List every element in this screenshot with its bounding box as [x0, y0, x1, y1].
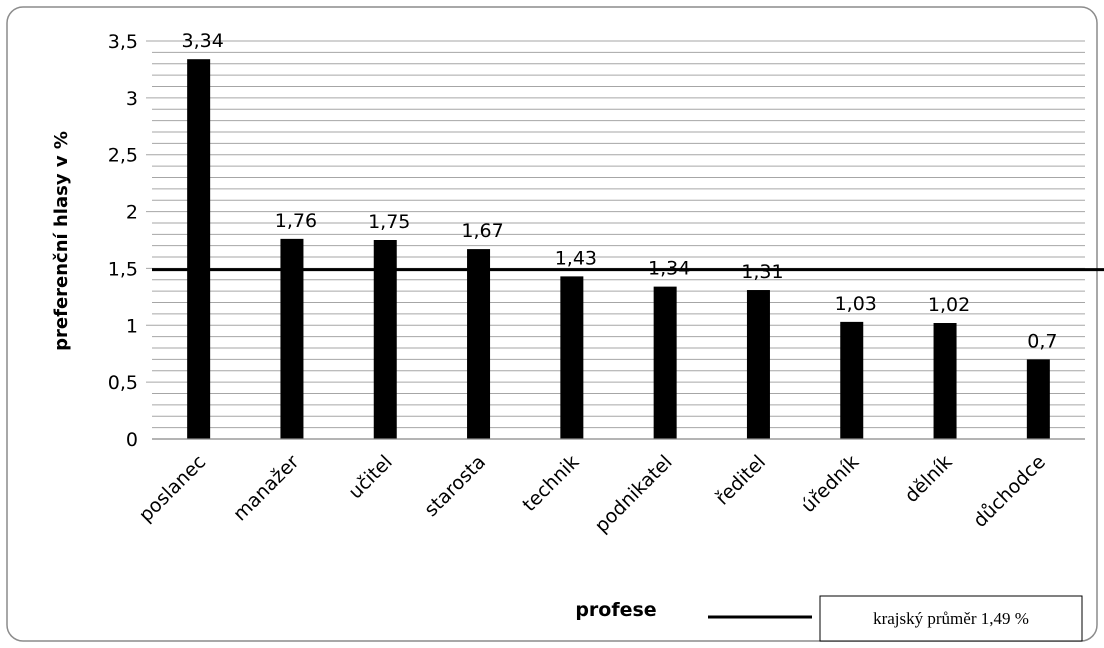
x-axis-title: profese — [575, 599, 656, 621]
data-label: 1,03 — [835, 293, 877, 315]
y-tick-label: 1 — [126, 315, 138, 337]
gridlines — [146, 40, 1085, 429]
bar — [653, 286, 677, 439]
y-tick-label: 2 — [126, 202, 138, 224]
y-tick-label: 2,5 — [108, 145, 138, 167]
bar — [1026, 359, 1050, 439]
bar — [560, 276, 584, 439]
y-axis-title: preferenční hlasy v % — [51, 131, 72, 351]
y-tick-labels: 0 0,5 1 1,5 2 2,5 3 3,5 — [108, 31, 138, 451]
data-labels: 3,341,76 1,75 1,671,43 1,34 1,311,03 1,020,7 — [181, 30, 1057, 352]
data-label: 1,75 — [368, 211, 410, 233]
data-label: 1,67 — [461, 220, 503, 242]
bar — [840, 321, 864, 439]
bar — [187, 59, 211, 440]
legend-box — [819, 595, 1083, 642]
data-label: 3,34 — [181, 30, 223, 52]
data-label: 1,02 — [928, 294, 970, 316]
y-tick-label: 3,5 — [108, 31, 138, 53]
data-label: 0,7 — [1027, 330, 1057, 352]
chart-frame — [6, 6, 1098, 642]
bar — [467, 249, 491, 439]
bar — [373, 240, 397, 439]
y-tick-label: 1,5 — [108, 258, 138, 280]
data-label: 1,76 — [275, 210, 317, 232]
bar — [746, 290, 770, 439]
data-label: 1,43 — [555, 247, 597, 269]
y-tick-label: 0 — [126, 429, 138, 451]
y-tick-label: 0,5 — [108, 372, 138, 394]
bar — [933, 323, 957, 439]
y-tick-label: 3 — [126, 88, 138, 110]
bar — [280, 238, 304, 439]
bars — [187, 59, 1050, 440]
data-label: 1,31 — [741, 261, 783, 283]
legend: krajský průměr 1,49 % — [708, 595, 1083, 642]
legend-label: krajský průměr 1,49 % — [873, 609, 1029, 628]
